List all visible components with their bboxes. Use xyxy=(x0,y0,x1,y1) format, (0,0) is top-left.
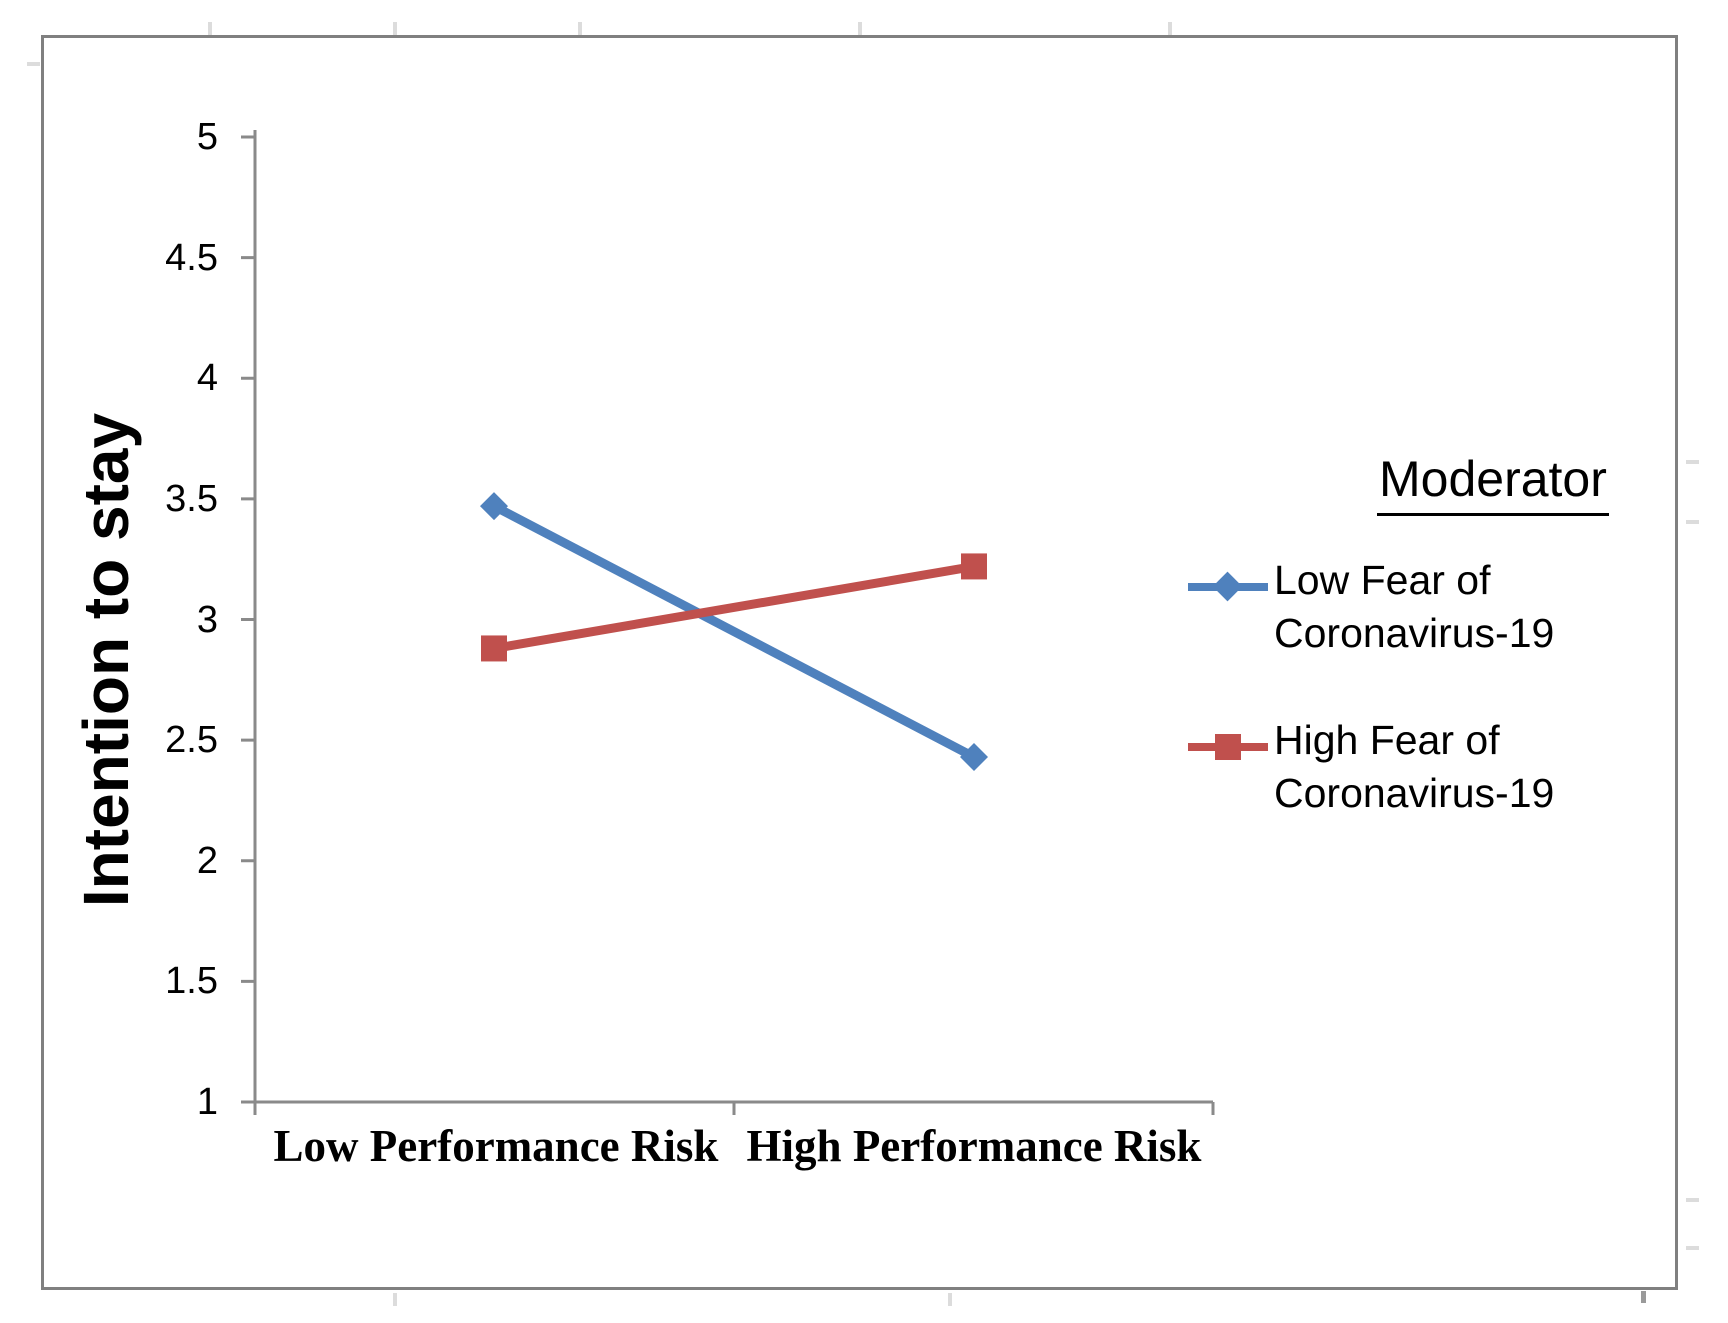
y-tick-label: 2 xyxy=(196,839,218,882)
series-line-square xyxy=(493,561,975,653)
page-edge-mark xyxy=(1686,460,1699,464)
page-edge-mark xyxy=(1686,520,1699,524)
y-tick-label: 4.5 xyxy=(165,236,218,279)
legend-label-line2: Coronavirus-19 xyxy=(1274,770,1555,816)
page-edge-mark xyxy=(1168,22,1172,35)
page-edge-mark xyxy=(858,22,862,35)
legend-square-marker-icon xyxy=(1215,734,1241,760)
y-tick-label: 3.5 xyxy=(165,477,218,520)
legend-label: Low Fear of Coronavirus-19 xyxy=(1274,554,1554,660)
legend-label-line2: Coronavirus-19 xyxy=(1274,610,1555,656)
y-tick-label: 1 xyxy=(196,1081,218,1123)
data-point-square-marker xyxy=(961,553,987,580)
y-tick-label: 5 xyxy=(196,116,218,158)
x-category-label-high: High Performance Risk xyxy=(746,1121,1202,1171)
legend-item-low-fear: Low Fear of Coronavirus-19 xyxy=(1188,552,1668,667)
x-category-label-low: Low Performance Risk xyxy=(273,1121,719,1171)
y-tick-label: 1.5 xyxy=(165,960,218,1003)
page-edge-mark xyxy=(393,1293,397,1306)
data-point-square-marker xyxy=(481,635,507,662)
data-point-diamond-marker xyxy=(960,743,988,772)
legend-diamond-marker-icon xyxy=(1212,571,1243,602)
legend-label-line1: Low Fear of xyxy=(1274,557,1491,603)
legend-item-high-fear: High Fear of Coronavirus-19 xyxy=(1188,712,1668,827)
page-edge-mark xyxy=(948,1293,952,1306)
y-tick-label: 4 xyxy=(196,357,218,400)
legend-label: High Fear of Coronavirus-19 xyxy=(1274,714,1554,820)
series-line-diamond xyxy=(491,502,977,762)
page-edge-mark xyxy=(208,22,212,35)
legend-label-line1: High Fear of xyxy=(1274,717,1500,763)
page-edge-mark xyxy=(1686,1198,1699,1202)
page-edge-mark xyxy=(27,62,40,66)
data-point-diamond-marker xyxy=(480,492,508,521)
axes xyxy=(241,130,1215,1115)
page-edge-mark xyxy=(1686,1246,1699,1250)
page-edge-mark xyxy=(578,22,582,35)
y-tick-label: 2.5 xyxy=(165,719,218,762)
page-edge-mark xyxy=(1641,1291,1646,1303)
y-tick-label: 3 xyxy=(196,598,218,641)
page-edge-mark xyxy=(393,22,397,35)
legend-title: Moderator xyxy=(1377,450,1609,516)
chart-frame xyxy=(41,35,1678,1290)
